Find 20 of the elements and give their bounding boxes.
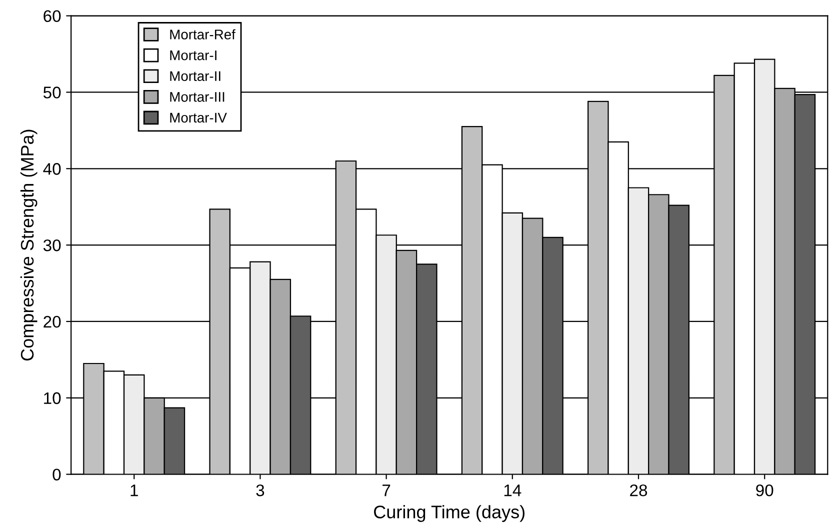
x-axis-title: Curing Time (days) [374, 505, 524, 522]
y-tick-label: 50 [43, 86, 61, 98]
legend-label: Mortar-IV [170, 112, 227, 123]
legend-label: Mortar-Ref [170, 29, 236, 40]
legend-label: Mortar-II [170, 71, 220, 82]
legend-label: Mortar-I [170, 50, 216, 60]
x-tick-label: 28 [630, 484, 648, 496]
x-tick-label: 90 [756, 484, 774, 496]
x-tick-label: 3 [256, 484, 264, 496]
y-tick-label: 20 [44, 316, 61, 328]
y-tick-label: 40 [43, 163, 61, 175]
y-tick-label: 10 [44, 392, 61, 404]
legend-label: Mortar-III [170, 92, 224, 102]
x-tick-label: 1 [130, 484, 138, 496]
y-tick-label: 0 [52, 468, 61, 481]
x-tick-label: 14 [504, 484, 522, 496]
y-tick-label: 30 [43, 239, 61, 252]
y-tick-label: 60 [44, 10, 61, 22]
x-tick-label: 7 [382, 484, 390, 496]
y-axis-title: Compressive Strength (MPa) [20, 130, 38, 361]
